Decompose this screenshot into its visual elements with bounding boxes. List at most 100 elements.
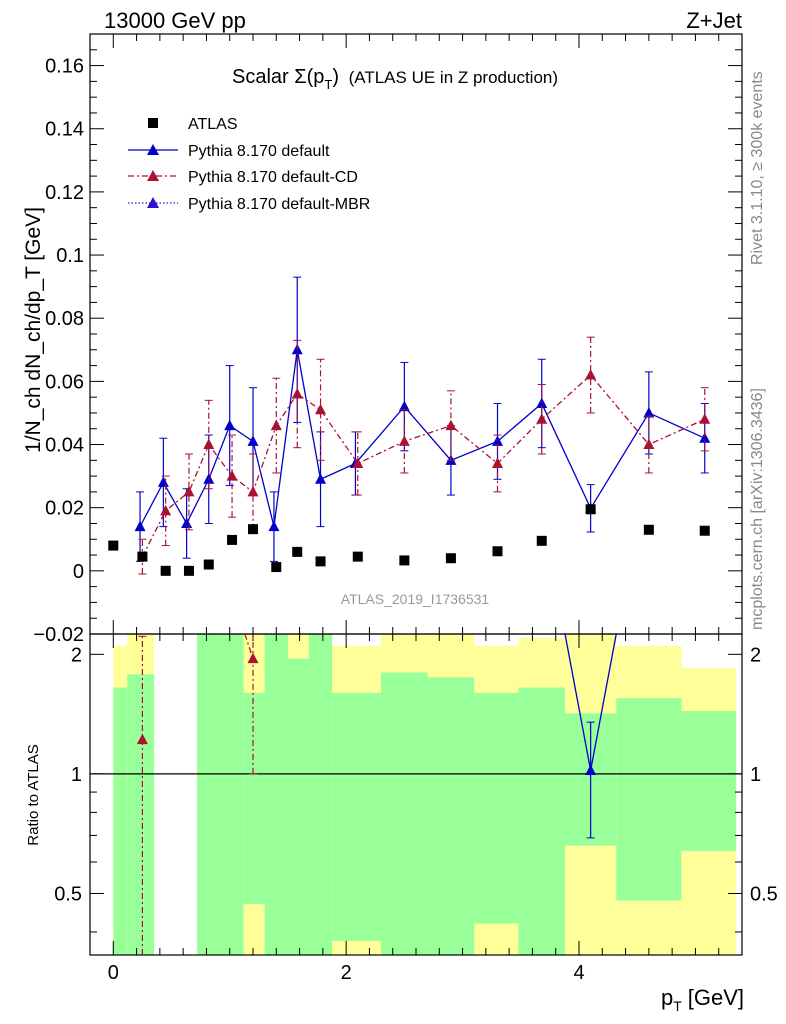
data-point-atlas [585, 504, 596, 515]
legend-entry-default: Pythia 8.170 default [128, 143, 330, 160]
data-point-atlas [203, 559, 214, 570]
point-cd [270, 419, 282, 431]
point-cd [315, 403, 327, 415]
energy-label: 13000 GeV pp [104, 8, 246, 33]
y-tick-label: 0.14 [45, 119, 84, 141]
band-inner-6 [287, 658, 309, 955]
band-inner-9 [381, 672, 428, 955]
band-inner-1 [127, 674, 155, 955]
data-point-atlas [183, 565, 194, 576]
data-point-atlas [271, 562, 282, 573]
point-cd [352, 457, 364, 468]
ratio-axis-label: Ratio to ATLAS [25, 744, 42, 845]
data-point-atlas [536, 535, 547, 546]
point-default [247, 435, 259, 446]
ratio-point-cd [247, 652, 259, 664]
point-cd [226, 470, 238, 481]
data-point-atlas [445, 553, 456, 564]
series-line-default [139, 349, 706, 527]
point-cd [699, 413, 711, 424]
data-point-atlas [643, 524, 654, 535]
data-point-atlas [108, 540, 119, 551]
band-inner-11 [474, 692, 519, 924]
ratio-line-cd [244, 633, 254, 659]
plot-title: Scalar Σ(pT) (ATLAS UE in Z production) [232, 66, 558, 92]
data-point-atlas [248, 524, 258, 535]
ratio-uncertainty-bands [113, 634, 737, 955]
band-inner-4 [243, 692, 265, 905]
legend-label-atlas: ATLAS [188, 116, 238, 133]
ratio-tick-label: 0.5 [54, 883, 82, 905]
point-cd [203, 438, 215, 450]
y-tick-label: 0.02 [45, 498, 84, 520]
point-default [315, 473, 327, 484]
data-point-atlas [160, 565, 171, 576]
x-tick-label: 4 [573, 962, 584, 984]
point-cd [160, 504, 172, 516]
band-inner-3 [220, 634, 244, 955]
band-inner-15 [681, 710, 737, 851]
y-tick-label: 0.08 [45, 308, 84, 330]
point-default [398, 400, 410, 412]
data-point-atlas [699, 525, 710, 536]
ratio-tick-label: 2 [71, 644, 82, 666]
data-point-atlas [292, 546, 303, 557]
band-inner-8 [332, 692, 382, 941]
y-tick-label: −0.02 [33, 624, 84, 646]
legend-label-default: Pythia 8.170 default [188, 143, 330, 160]
band-inner-5 [264, 634, 288, 955]
data-point-atlas [492, 546, 503, 557]
band-inner-2 [197, 634, 221, 955]
data-point-atlas [352, 551, 363, 562]
x-tick-label: 2 [341, 962, 352, 984]
point-cd [183, 485, 195, 497]
legend-entry-cd: Pythia 8.170 default-CD [128, 169, 358, 186]
x-tick-label: 0 [108, 962, 119, 984]
point-cd [247, 485, 259, 497]
legend: ATLAS Pythia 8.170 default Pythia 8.170 … [128, 116, 370, 213]
rivet-version-label: Rivet 3.1.10, ≥ 300k events [749, 71, 766, 265]
legend-marker-cd [147, 170, 159, 181]
data-point-atlas [227, 534, 238, 545]
series-line-cd [141, 374, 706, 557]
point-cd [536, 413, 548, 424]
ratio-point-default [585, 764, 597, 775]
y-tick-label: 0.04 [45, 435, 84, 457]
y-axis-label: 1/N_ch dN_ch/dp_T [GeV] [22, 207, 45, 453]
point-default [134, 520, 146, 532]
axis-ticks: −0.02 0 0.02 0.04 0.06 0.08 0.1 0.12 0.14 0.16 0 2 4… [33, 33, 778, 984]
x-axis-label: pT [GeV] [661, 985, 744, 1014]
band-inner-14 [616, 698, 682, 901]
mcplots-label: mcplots.cern.ch [arXiv:1306.3436] [749, 388, 766, 630]
data-points-layer [108, 504, 710, 576]
ratio-tick-label: 1 [71, 764, 82, 786]
y-tick-label: 0.06 [45, 371, 84, 393]
point-default [699, 432, 711, 443]
y-tick-label: 0.12 [45, 182, 84, 204]
ratio-point-cd [136, 733, 148, 745]
point-cd [291, 388, 303, 399]
legend-entry-mbr: Pythia 8.170 default-MBR [128, 196, 370, 213]
point-cd [445, 419, 457, 431]
legend-marker-default [147, 144, 159, 155]
legend-entry-atlas: ATLAS [148, 116, 238, 133]
band-inner-0 [113, 687, 128, 955]
point-default [181, 517, 193, 528]
analysis-id: ATLAS_2019_I1736531 [341, 591, 490, 607]
point-cd [492, 457, 503, 468]
data-point-atlas [315, 556, 326, 567]
legend-marker-mbr [147, 197, 159, 208]
process-label: Z+Jet [686, 8, 742, 33]
y-tick-label: 0 [73, 561, 84, 583]
band-inner-10 [427, 677, 475, 955]
y-tick-label: 0.16 [45, 56, 84, 78]
legend-label-mbr: Pythia 8.170 default-MBR [188, 196, 370, 213]
point-cd [585, 369, 597, 380]
data-point-atlas [137, 551, 148, 562]
ratio-tick-label-right: 2 [750, 644, 761, 666]
band-inner-7 [308, 634, 333, 955]
legend-marker-atlas [148, 118, 158, 128]
y-tick-label: 0.1 [56, 245, 84, 267]
ratio-tick-label-right: 0.5 [750, 883, 778, 905]
